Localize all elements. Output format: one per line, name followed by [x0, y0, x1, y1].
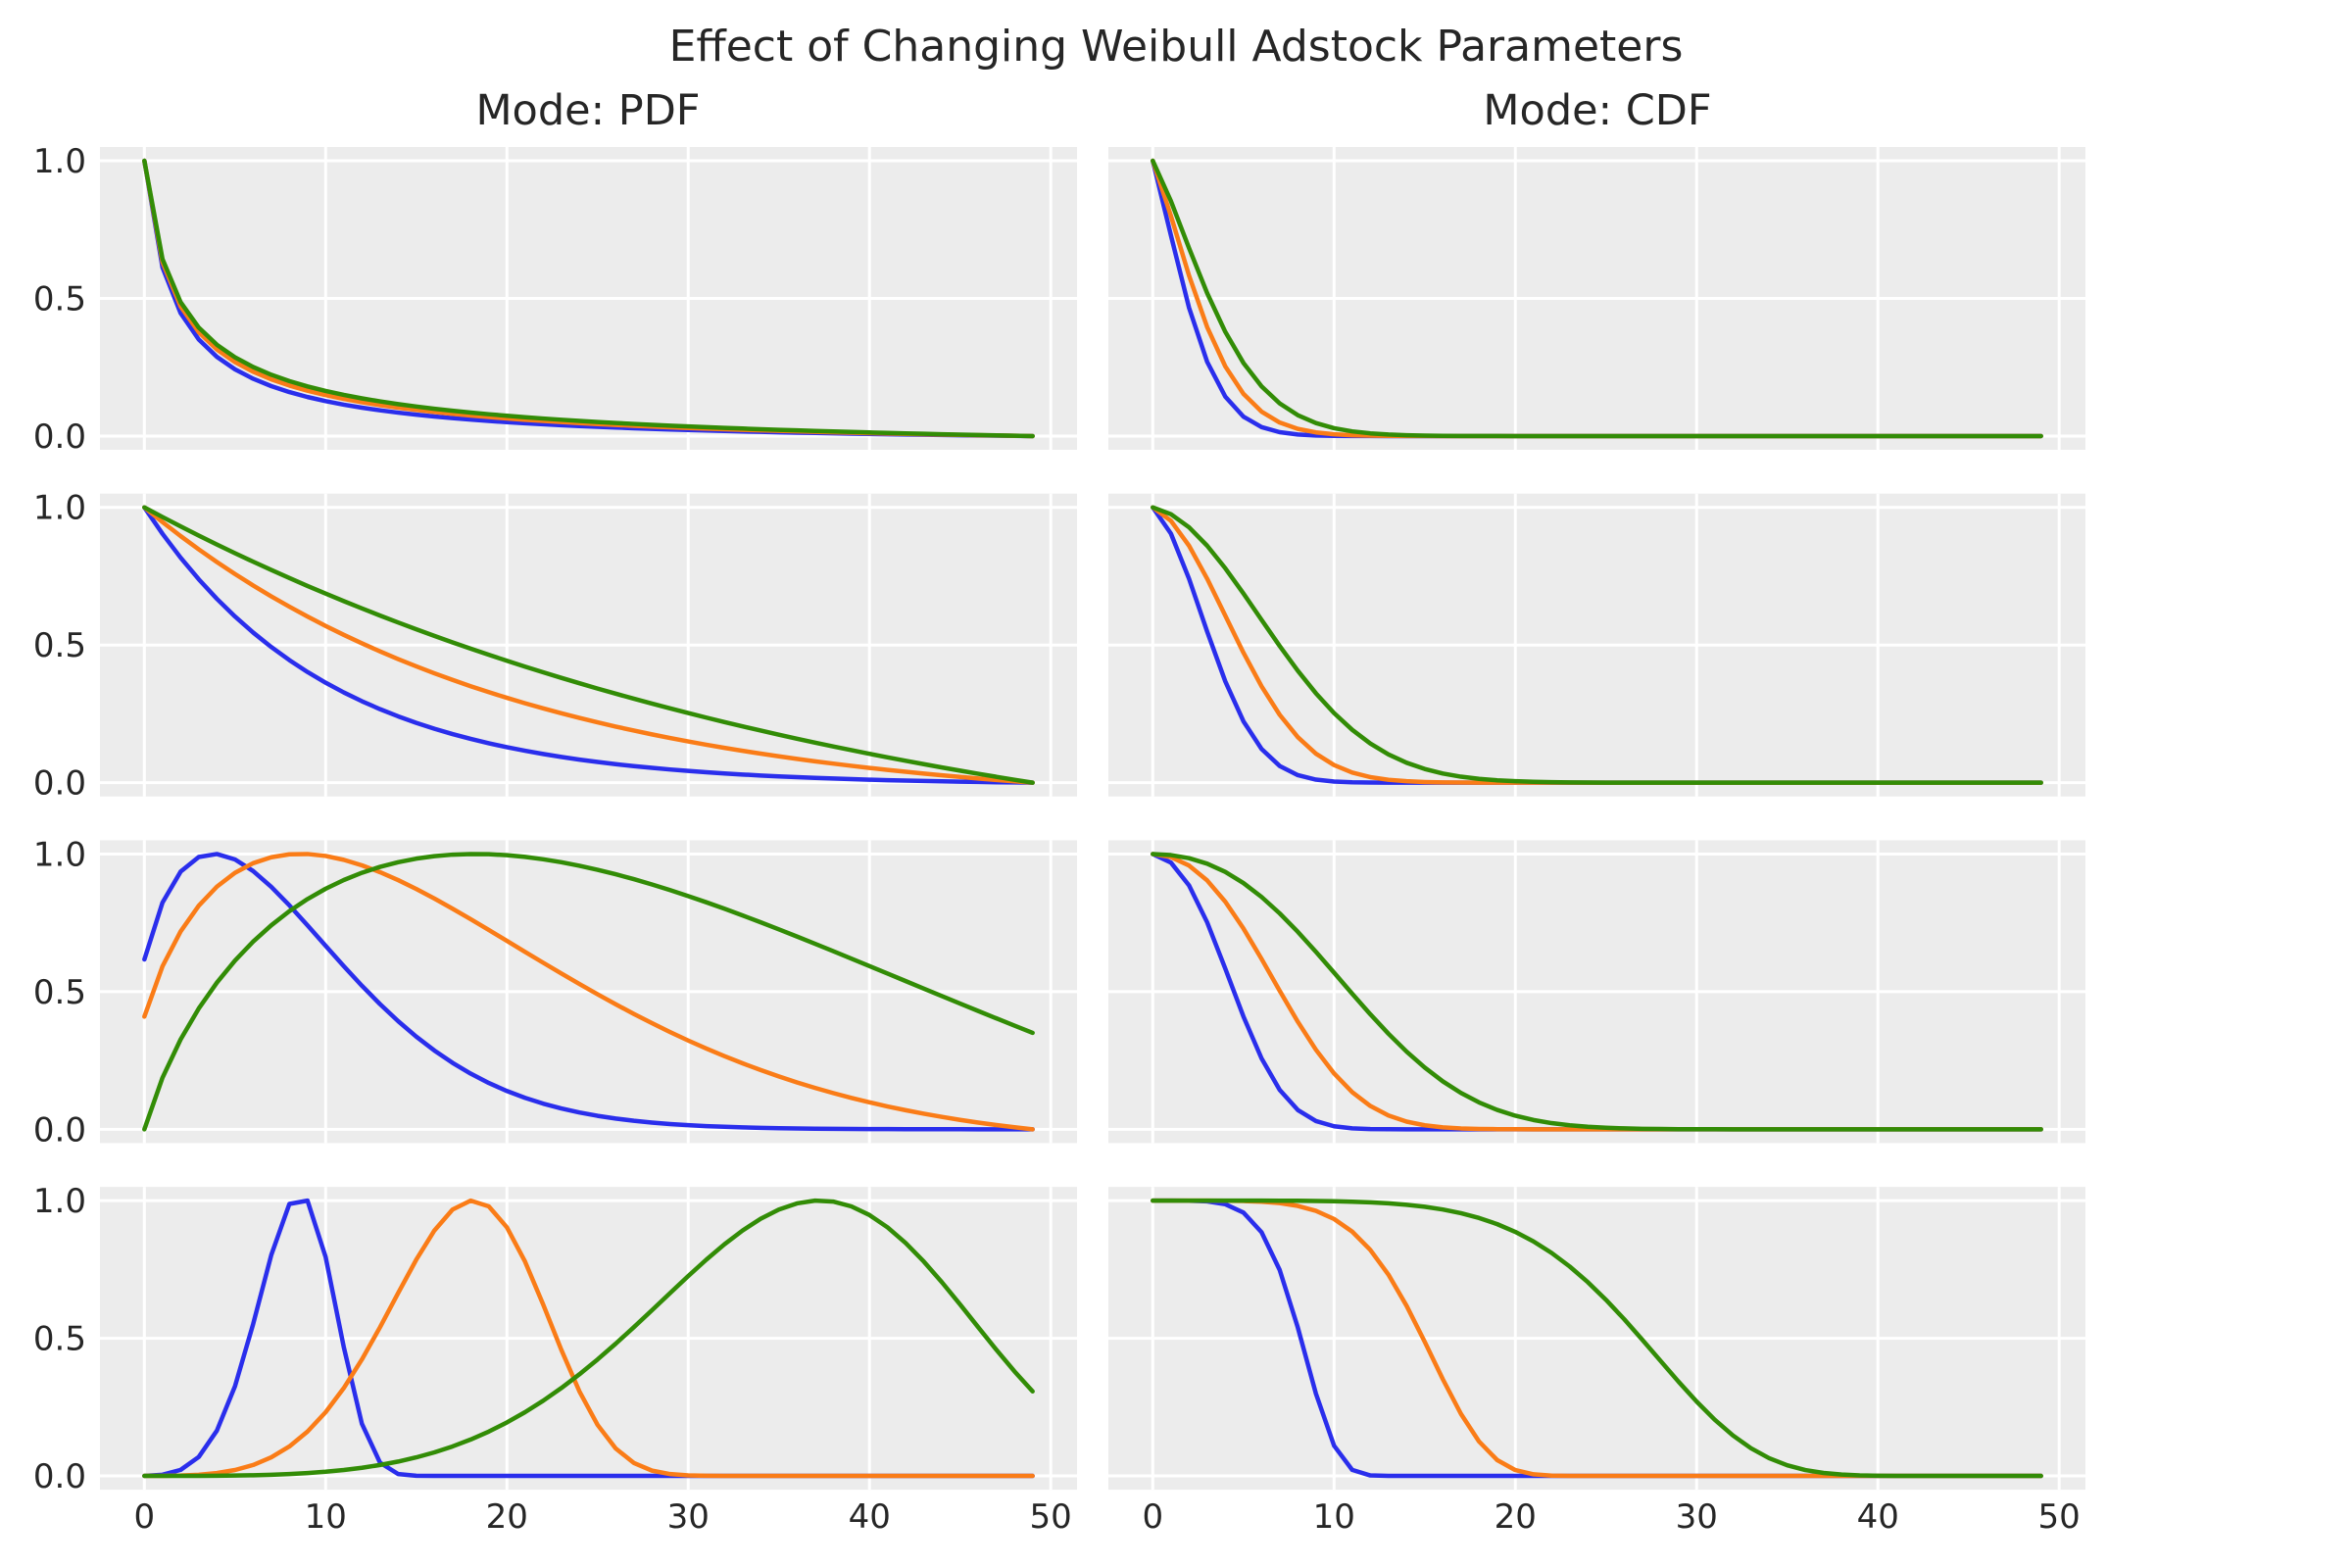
subplot-r1c1 [1108, 493, 2085, 797]
subplot-r3c0: 1.0 0.5 0.0 0 10 20 30 40 50 [33, 1182, 1077, 1537]
y-tick-label: 0.0 [33, 1457, 86, 1496]
series-line-scale-40 [142, 505, 1035, 785]
x-tick-label: 0 [133, 1497, 155, 1537]
series-line-scale-40 [1151, 158, 2043, 439]
y-tick-label: 1.0 [33, 835, 86, 874]
subplot-r2c1 [1108, 840, 2085, 1144]
x-tick-label: 40 [1857, 1497, 1899, 1537]
y-tick-label: 0.5 [33, 626, 86, 665]
series-line-scale-20 [142, 505, 1035, 785]
subplot-r2c0: 1.0 0.5 0.0 [33, 835, 1077, 1150]
y-tick-label: 0.5 [33, 973, 86, 1012]
subplot-title-cdf: Mode: CDF [1483, 86, 1712, 135]
series-line-scale-10 [142, 505, 1035, 785]
subplot-r0c0: 1.0 0.5 0.0 [33, 142, 1077, 457]
series-line-scale-40 [142, 1198, 1035, 1479]
x-tick-label: 30 [1676, 1497, 1718, 1537]
y-tick-label: 0.5 [33, 280, 86, 319]
x-tick-label: 10 [1313, 1497, 1355, 1537]
y-tick-label: 1.0 [33, 1182, 86, 1221]
x-tick-label: 10 [305, 1497, 347, 1537]
y-tick-label: 0.0 [33, 764, 86, 804]
x-tick-label: 0 [1142, 1497, 1163, 1537]
subplot-title-pdf: Mode: PDF [475, 86, 701, 135]
y-tick-label: 1.0 [33, 142, 86, 181]
subplot-r1c0: 1.0 0.5 0.0 [33, 489, 1077, 804]
y-tick-label: 0.0 [33, 1110, 86, 1150]
series-line-scale-40 [142, 158, 1035, 439]
subplot-r3c1: 0 10 20 30 40 50 [1108, 1187, 2085, 1537]
x-tick-label: 40 [849, 1497, 891, 1537]
x-tick-label: 30 [667, 1497, 710, 1537]
figure-title: Effect of Changing Weibull Adstock Param… [668, 22, 1684, 72]
series-line-scale-20 [142, 1198, 1035, 1479]
series-line-scale-40 [1151, 852, 2043, 1132]
y-tick-label: 0.0 [33, 417, 86, 457]
x-tick-label: 20 [486, 1497, 528, 1537]
subplot-r0c1 [1108, 147, 2085, 450]
series-line-scale-40 [142, 852, 1035, 1132]
series-line-scale-20 [142, 852, 1035, 1132]
x-tick-label: 50 [1030, 1497, 1072, 1537]
series-line-scale-40 [1151, 1198, 2043, 1479]
x-tick-label: 50 [2038, 1497, 2081, 1537]
series-line-scale-40 [1151, 505, 2043, 785]
y-tick-label: 1.0 [33, 489, 86, 528]
y-tick-label: 0.5 [33, 1320, 86, 1359]
x-tick-label: 20 [1494, 1497, 1537, 1537]
